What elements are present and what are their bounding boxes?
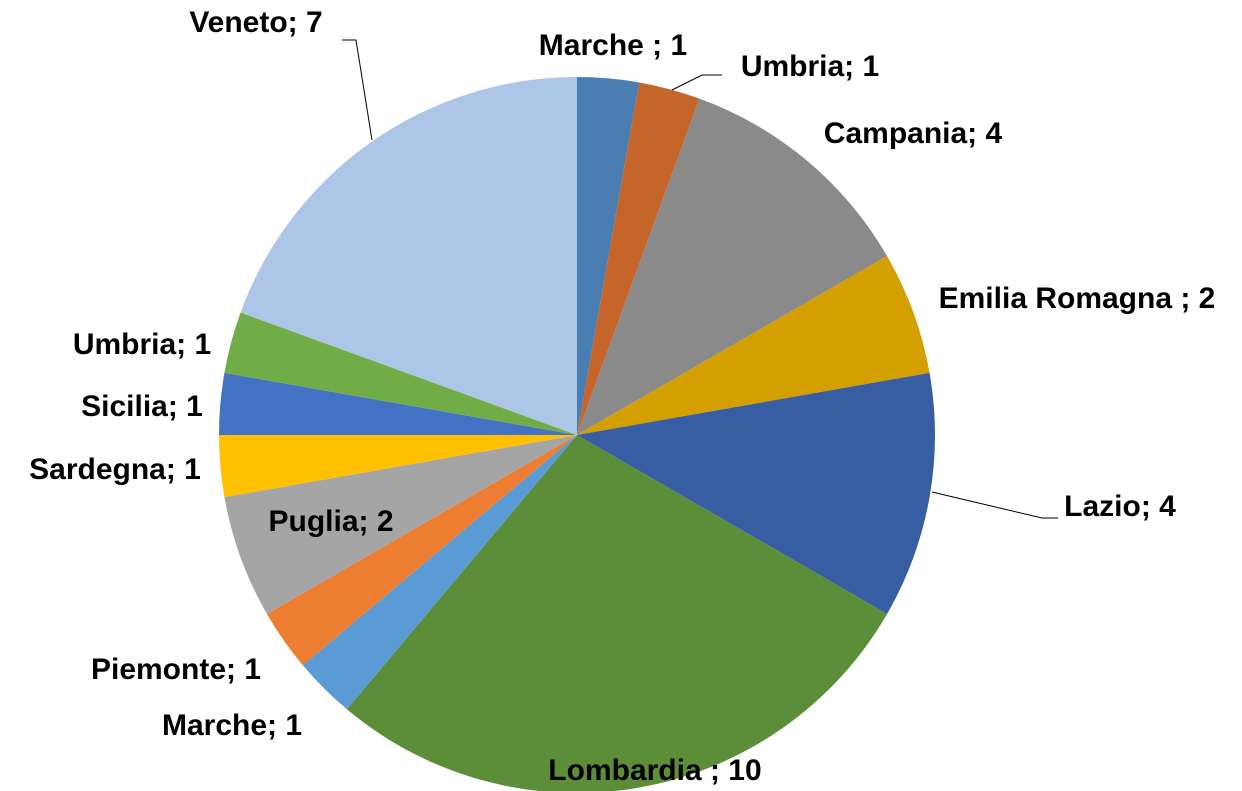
pie-slice xyxy=(219,435,577,498)
data-label: Umbria; 1 xyxy=(741,50,879,83)
leader-line xyxy=(931,491,1058,519)
data-label: Lazio; 4 xyxy=(1064,490,1176,523)
pie-slice xyxy=(577,372,935,614)
pie-slice xyxy=(266,435,577,666)
pie-slice xyxy=(577,256,930,435)
pie-slice xyxy=(224,435,577,614)
data-label: Campania; 4 xyxy=(824,117,1003,150)
pie-slice xyxy=(302,435,577,710)
data-label: Lombardia ; 10 xyxy=(548,754,761,787)
pie-slice xyxy=(577,82,700,435)
pie-slice xyxy=(240,77,578,435)
pie-slice xyxy=(577,98,888,436)
data-label: Sardegna; 1 xyxy=(29,453,201,486)
pie-slice xyxy=(219,372,577,435)
pie xyxy=(219,77,935,791)
data-label: Marche; 1 xyxy=(162,709,302,742)
pie-slice xyxy=(224,312,577,435)
data-label: Piemonte; 1 xyxy=(91,653,261,686)
leader-line xyxy=(671,74,722,91)
data-label: Puglia; 2 xyxy=(268,505,393,538)
data-label: Sicilia; 1 xyxy=(81,390,203,423)
data-label: Umbria; 1 xyxy=(73,328,211,361)
leader-line xyxy=(342,39,373,141)
data-label: Marche ; 1 xyxy=(539,29,687,62)
data-label: Emilia Romagna ; 2 xyxy=(939,282,1216,315)
data-label: Veneto; 7 xyxy=(189,6,322,39)
labels: Marche ; 1 Umbria; 1 Campania; 4 Emilia Rom… xyxy=(29,6,1215,787)
pie-slice xyxy=(346,435,888,791)
pie-slice xyxy=(577,77,640,435)
